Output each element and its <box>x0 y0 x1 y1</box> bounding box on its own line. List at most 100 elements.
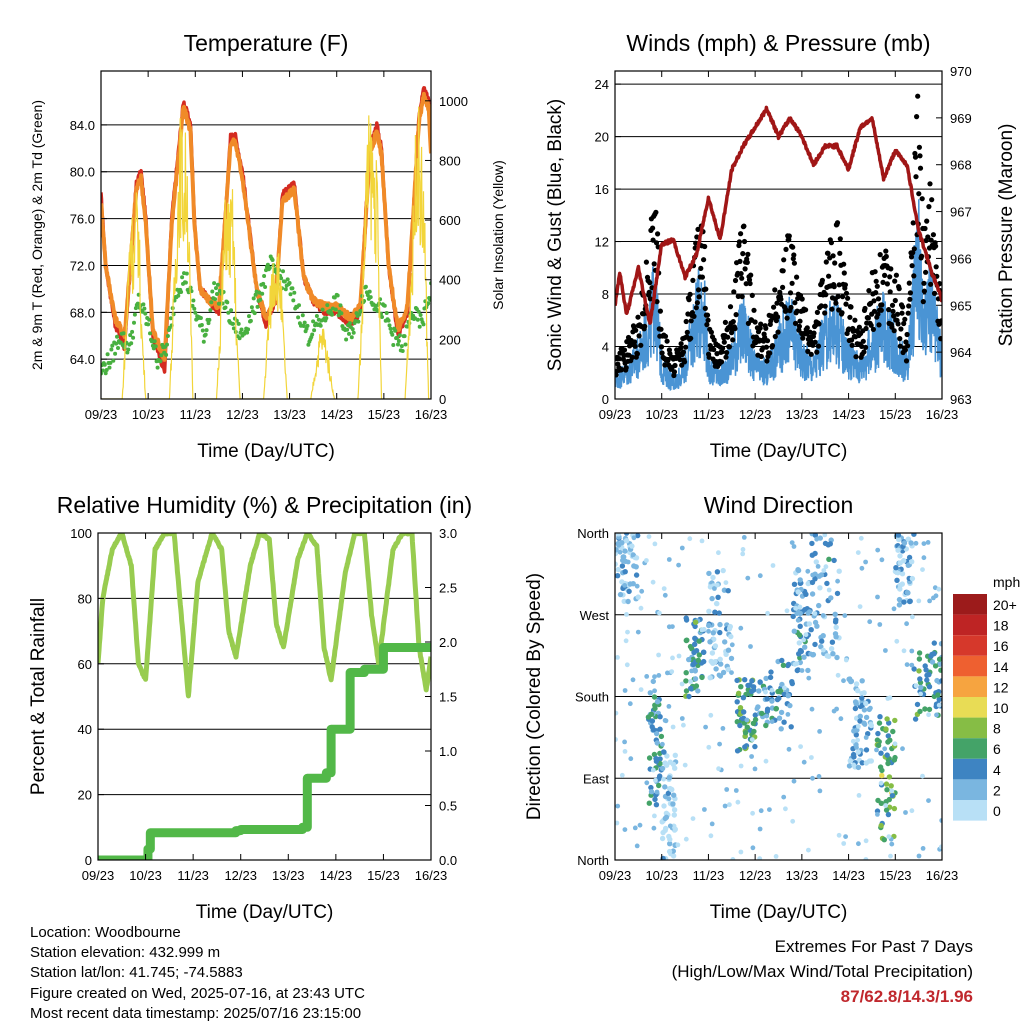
gust-point <box>677 357 683 363</box>
direction-point <box>901 648 907 654</box>
direction-point <box>765 610 770 616</box>
series-solar <box>101 106 431 399</box>
direction-point <box>803 591 809 597</box>
direction-point <box>926 712 931 718</box>
gust-point <box>764 338 771 344</box>
extremes-subtitle: (High/Low/Max Wind/Total Precipitation) <box>671 962 973 981</box>
dewpoint-point <box>207 317 212 322</box>
direction-point <box>634 843 640 849</box>
y2-tick-label: 964 <box>950 345 972 360</box>
y2-tick-label: 0.0 <box>439 853 457 868</box>
direction-point <box>692 635 698 641</box>
direction-point <box>934 677 940 684</box>
direction-point <box>688 679 693 684</box>
direction-point <box>806 847 811 853</box>
direction-point <box>826 556 832 562</box>
direction-point <box>842 613 848 618</box>
direction-point <box>646 755 653 761</box>
gust-point <box>780 284 786 290</box>
direction-point <box>708 658 714 665</box>
gust-point <box>808 351 814 357</box>
gust-point <box>775 329 781 335</box>
direction-point <box>692 623 698 630</box>
direction-point <box>661 776 666 782</box>
x-axis-title: Time (Day/UTC) <box>196 902 334 923</box>
direction-point <box>632 825 638 831</box>
dewpoint-point <box>109 347 114 352</box>
direction-point <box>676 562 681 568</box>
direction-point <box>623 638 629 644</box>
direction-point <box>934 712 939 718</box>
direction-point <box>738 849 744 855</box>
direction-point <box>665 670 670 676</box>
direction-point <box>805 667 811 674</box>
direction-point <box>894 577 900 583</box>
direction-point <box>782 685 787 691</box>
direction-point <box>887 737 893 743</box>
legend-label: 10 <box>993 700 1009 716</box>
direction-point <box>920 773 925 779</box>
dewpoint-point <box>198 316 203 320</box>
direction-point <box>656 652 661 658</box>
direction-point <box>690 816 696 821</box>
direction-point <box>875 547 881 553</box>
series-dewpoint <box>101 254 431 376</box>
y-tick-label: South <box>575 690 609 705</box>
dewpoint-point <box>200 328 205 333</box>
direction-point <box>669 669 675 674</box>
dewpoint-point <box>133 306 138 311</box>
direction-point <box>877 714 883 720</box>
gust-point <box>805 348 811 354</box>
direction-cluster <box>790 567 813 674</box>
direction-point <box>878 822 884 829</box>
direction-point <box>662 592 668 598</box>
direction-point <box>716 610 722 616</box>
dewpoint-point <box>192 306 197 311</box>
gust-point <box>634 351 641 357</box>
direction-point <box>717 741 722 747</box>
gust-point <box>853 354 859 360</box>
direction-point <box>644 674 650 679</box>
direction-point <box>931 640 937 646</box>
gust-point <box>822 310 828 316</box>
direction-point <box>652 674 657 680</box>
direction-point <box>885 733 891 739</box>
gust-point <box>725 334 731 340</box>
gust-point <box>873 278 879 284</box>
dewpoint-point <box>395 335 400 340</box>
dewpoint-point <box>253 292 258 297</box>
y-tick-label: East <box>583 771 609 786</box>
x-tick-label: 14/23 <box>832 407 865 422</box>
dewpoint-point <box>324 316 329 321</box>
gust-point <box>741 238 748 245</box>
extremes-values: 87/62.8/14.3/1.96 <box>840 987 973 1006</box>
gust-point <box>832 260 838 266</box>
direction-point <box>795 667 801 673</box>
direction-point <box>834 706 839 712</box>
gust-point <box>916 191 922 197</box>
y-tick-label: 24 <box>595 77 609 92</box>
direction-point <box>652 541 658 547</box>
extremes-title: Extremes For Past 7 Days <box>774 937 973 956</box>
direction-point <box>921 541 927 546</box>
y-tick-label: 64.0 <box>70 352 95 367</box>
gust-point <box>889 302 896 308</box>
direction-point <box>884 752 890 758</box>
direction-point <box>891 805 898 812</box>
direction-point <box>689 668 694 674</box>
gust-point <box>767 350 773 356</box>
gust-point <box>789 280 795 286</box>
gust-point <box>771 304 777 310</box>
series-pressure <box>615 105 942 325</box>
direction-point <box>901 599 907 605</box>
chart-title: Winds (mph) & Pressure (mb) <box>626 30 930 56</box>
dewpoint-point <box>132 320 136 325</box>
direction-point <box>728 655 735 662</box>
direction-point <box>795 617 801 623</box>
dewpoint-point <box>273 267 278 272</box>
direction-point <box>692 641 698 647</box>
direction-point <box>619 579 625 585</box>
direction-point <box>672 765 678 771</box>
dewpoint-point <box>356 319 361 324</box>
direction-point <box>634 583 640 589</box>
